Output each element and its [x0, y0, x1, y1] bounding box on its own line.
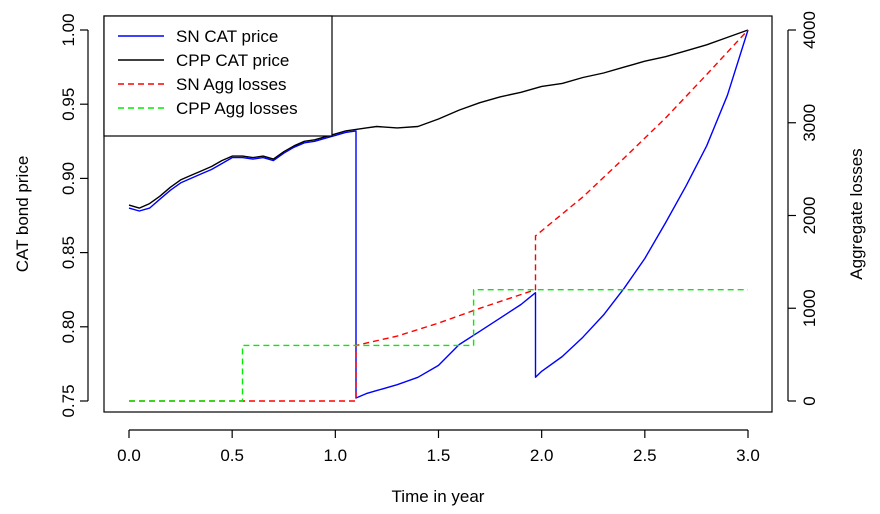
- y-tick-label: 0.75: [59, 384, 78, 417]
- series-line-cpp-agg-losses: [129, 289, 748, 402]
- x-axis-label: Time in year: [392, 487, 485, 506]
- y-tick-label: 0.80: [59, 310, 78, 343]
- series-line-cpp-cat-price: [128, 29, 749, 209]
- x-tick-label: 2.5: [633, 446, 657, 465]
- legend-label: SN CAT price: [176, 27, 278, 46]
- y2-tick-label: 4000: [800, 11, 819, 49]
- x-tick-label: 0.5: [220, 446, 244, 465]
- y2-tick-label: 3000: [800, 104, 819, 142]
- legend-label: SN Agg losses: [176, 75, 287, 94]
- axes: 0.0 0.5 1.0 1.5 2.0 2.5 3.0 0.75 0.80 0.85 0.90 0.9…: [59, 11, 819, 465]
- legend-label: CPP Agg losses: [176, 99, 298, 118]
- plot-frame: [103, 15, 773, 413]
- y2-axis-label: Aggregate losses: [847, 148, 866, 279]
- x-tick-label: 2.0: [530, 446, 554, 465]
- plot-series: [128, 29, 749, 402]
- y2-tick-label: 1000: [800, 289, 819, 327]
- y-tick-label: 1.00: [59, 13, 78, 46]
- y-tick-label: 0.90: [59, 162, 78, 195]
- y-tick-label: 0.95: [59, 88, 78, 121]
- y-tick-label: 0.85: [59, 236, 78, 269]
- x-tick-label: 3.0: [736, 446, 760, 465]
- x-tick-label: 1.0: [324, 446, 348, 465]
- legend-label: CPP CAT price: [176, 51, 289, 70]
- legend: SN CAT price CPP CAT price SN Agg losses CP…: [103, 15, 333, 137]
- y-axis-label: CAT bond price: [13, 156, 32, 273]
- x-tick-label: 1.5: [427, 446, 451, 465]
- y2-tick-label: 0: [800, 396, 819, 405]
- y2-tick-label: 2000: [800, 197, 819, 235]
- x-tick-label: 0.0: [117, 446, 141, 465]
